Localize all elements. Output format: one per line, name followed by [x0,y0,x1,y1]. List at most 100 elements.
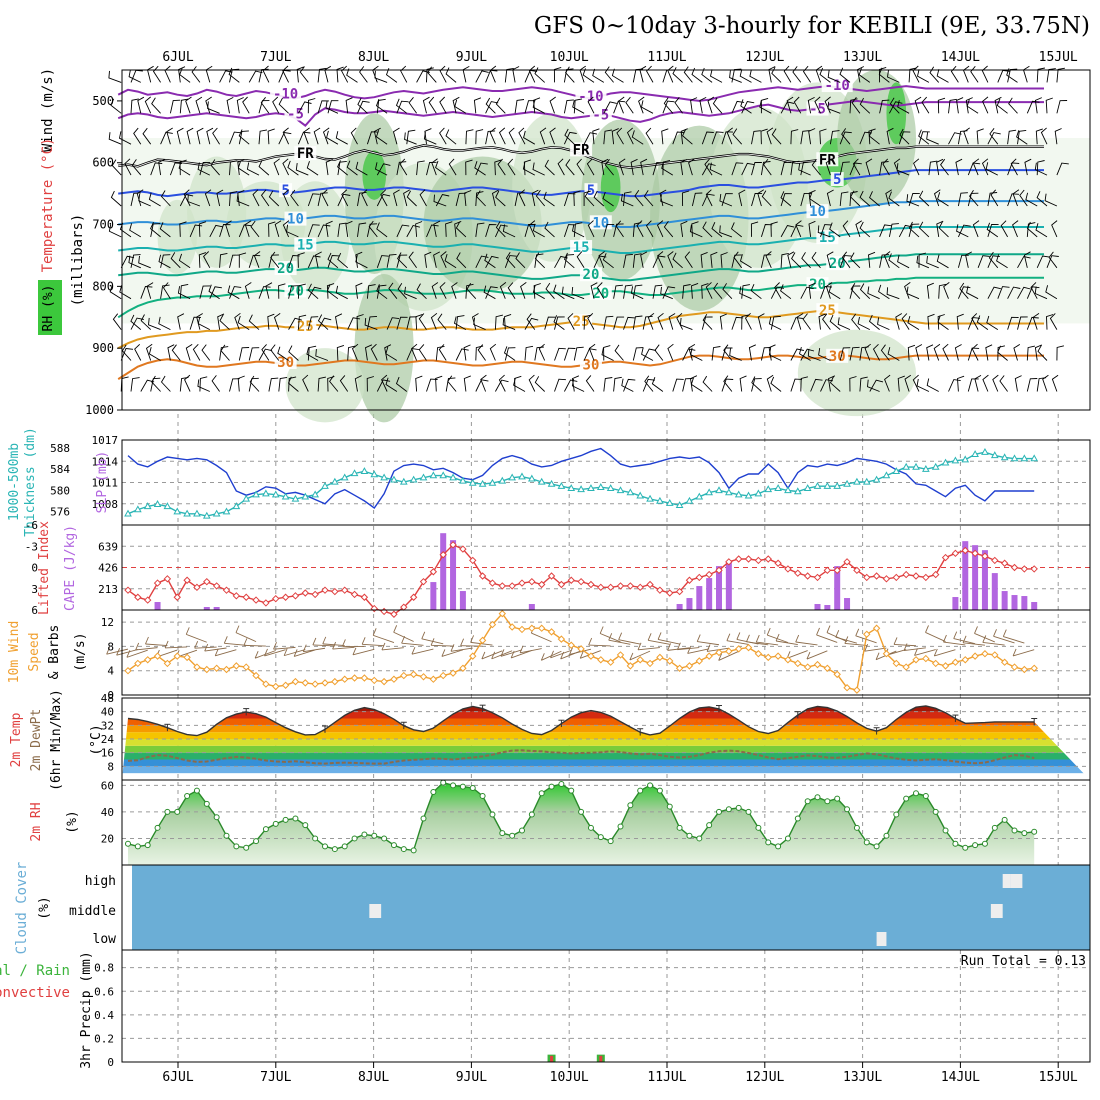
wind-barb [906,286,920,300]
surface-wind-barb-flag [588,637,593,646]
wind-speed-series-marker [774,652,782,660]
wind-barb [339,375,349,392]
wind-barb [179,221,187,237]
wind-barb [167,344,175,361]
wind-barb [306,161,319,176]
slp-ylabel-thickness-2: Thickness (dm) [23,427,38,537]
surface-wind-barb-flag [401,636,406,644]
wind-barb [912,65,920,83]
surface-wind-barb [718,650,739,661]
wind-barb [885,189,892,207]
wind-barb [364,318,378,331]
temperature-band [122,739,1090,746]
isotherm-label-bg [294,319,317,334]
surface-wind-barb-flag [441,649,446,657]
wind-barb [423,131,437,145]
wind-speed-series-marker [340,675,349,683]
wind-barb [588,343,596,361]
wind-barb [1012,189,1020,207]
isotherm-label: FR [297,146,314,162]
surface-wind-barb-flag [510,650,515,659]
wind-barb [672,252,683,269]
wind-barb [688,344,696,361]
surface-wind-barb-flag [795,634,800,643]
cape-bar [459,591,466,610]
surface-wind-barb-flag [844,636,849,644]
wind-barb [485,97,496,114]
chart-title: GFS 0~10day 3-hourly for KEBILI (9E, 33.… [534,13,1090,39]
wind-barb [433,220,441,237]
wind-speed-series-marker [360,674,369,682]
slp-series-line [127,447,1035,509]
wind-barb [1019,189,1028,207]
wind-barb [124,158,132,176]
wind-speed-series-marker [863,630,871,638]
wind-barb [681,190,690,207]
rh-series-marker [361,831,368,838]
top-day-label: 6JUL [162,50,193,65]
cloud-level-label: high [85,874,116,889]
wind-barb [452,96,460,114]
wind-barb [176,127,184,145]
rh-series-marker [942,827,949,834]
wind-speed-series-marker [143,656,152,664]
wind-barb [817,225,831,238]
thickness-series-marker [793,487,802,495]
wind-barb [652,284,663,299]
wind-barb [376,222,388,238]
thickness-series-marker [606,484,615,492]
wind-barb [385,377,398,392]
wind-barb [593,190,605,207]
lifted-index-series-marker [242,593,250,601]
wind-speed-series-marker [587,652,595,660]
wind-barb [618,158,626,176]
surface-wind-barb-flag [481,651,486,660]
wind-barb [880,344,890,361]
wind-barb [248,254,261,268]
wind-barb [1030,282,1038,299]
rh-series-marker [656,787,663,794]
surface-wind-barb-flag [687,646,692,654]
surface-wind-barb [273,646,296,650]
thickness-series-marker [646,494,654,502]
wind-barb [888,223,899,237]
surface-wind-barb [697,641,720,646]
wind-barb [229,191,238,207]
wind-barb [850,190,861,207]
wind-barb [532,100,545,114]
thickness-series-marker [498,476,507,484]
wind-barb [297,314,307,330]
wind-barb [317,376,326,392]
precip-convective-bar [599,1055,603,1062]
wind-barb [431,158,438,176]
wind-barb [278,131,292,145]
wind-barb [272,96,280,114]
wind-speed-series-marker [616,651,625,659]
thickness-series-marker [301,492,310,500]
wind-barb [130,314,142,330]
wind-barb [712,97,723,114]
isotherm-label-bg [294,146,317,161]
wind-barb [730,222,742,238]
thickness-series-marker [941,458,950,466]
wind-barb [186,127,194,145]
wind-barb [260,189,270,207]
wind-barb [1036,191,1048,207]
top-day-label: 12JUL [745,50,784,65]
wind-barb [336,66,344,83]
surface-wind-barb-flag [982,635,987,643]
wind-barb [140,314,152,330]
surface-wind-barb [637,647,660,651]
wind-barb [1010,158,1018,176]
thickness-series-marker [419,473,428,481]
surface-wind-barb-flag [766,627,771,636]
rh-series-marker [627,802,634,809]
surface-wind-barb [677,647,700,651]
lifted-index-series [124,541,1038,618]
wind-barb [907,344,916,361]
wind-barb [763,158,772,176]
wind-barb [587,312,595,330]
wind-barb [780,191,792,207]
wind-barb [759,100,772,114]
wind-barb [118,131,132,145]
